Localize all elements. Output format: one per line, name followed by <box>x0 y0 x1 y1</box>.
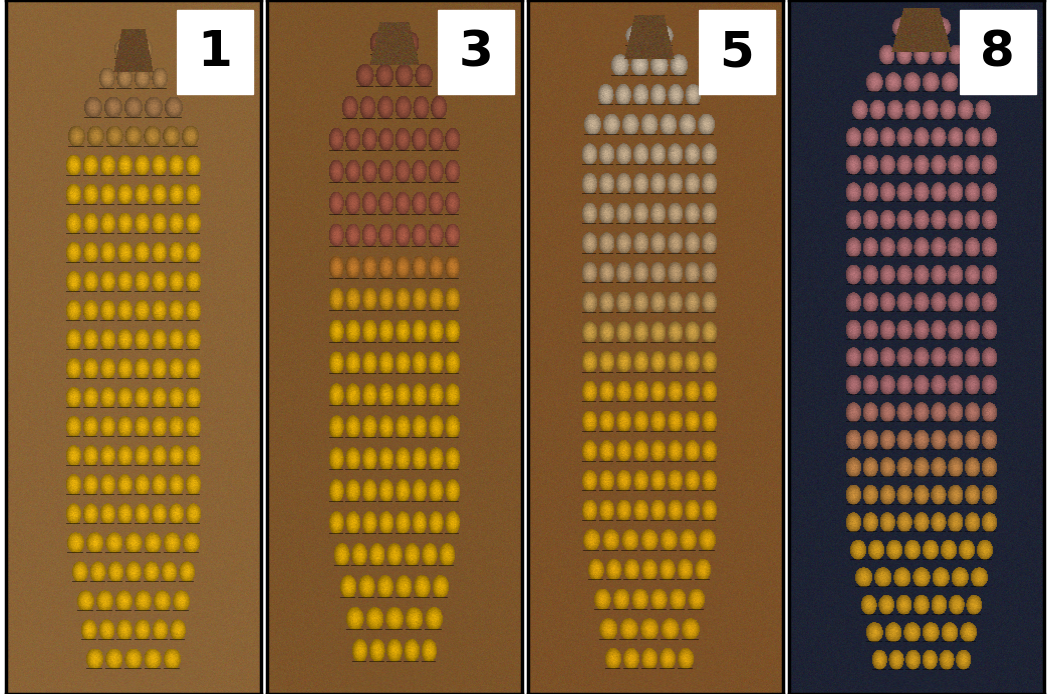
FancyBboxPatch shape <box>176 10 253 94</box>
FancyBboxPatch shape <box>698 10 775 94</box>
Text: 3: 3 <box>459 28 494 76</box>
FancyBboxPatch shape <box>960 10 1036 94</box>
Text: 8: 8 <box>981 28 1015 76</box>
Text: 5: 5 <box>719 28 754 76</box>
Text: 1: 1 <box>197 28 232 76</box>
FancyBboxPatch shape <box>438 10 514 94</box>
